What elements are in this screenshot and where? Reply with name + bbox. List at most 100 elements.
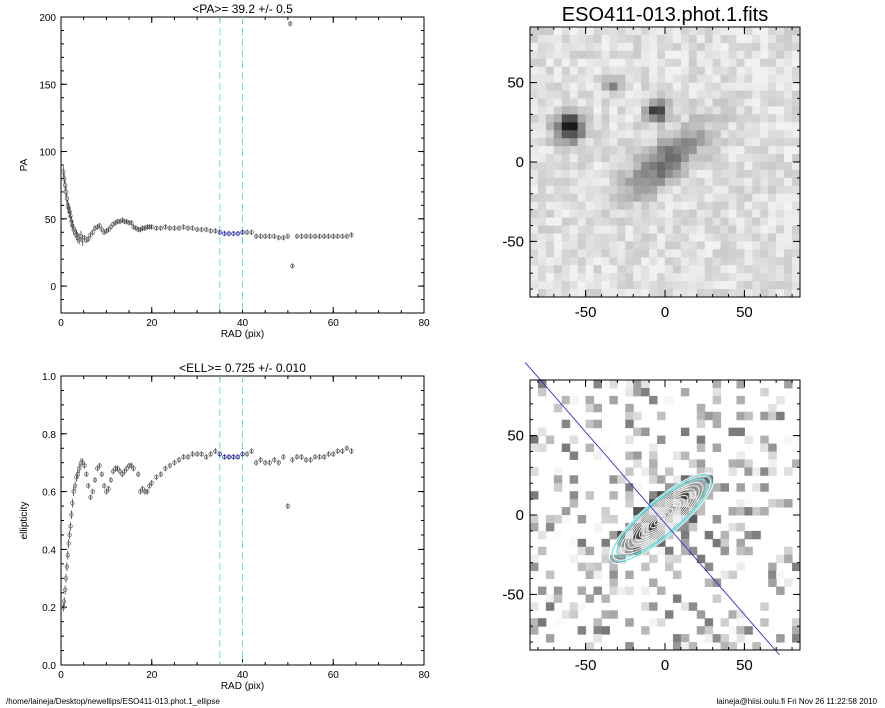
image-top-pixel [704,265,714,274]
image-top-pixel [530,289,539,298]
image-top-pixel [593,82,602,92]
pa-point [115,219,120,224]
image-top-pixel [553,98,563,107]
image-bottom-pixel [760,602,769,611]
image-top-pixel [577,90,587,99]
image-top-pixel [760,217,769,227]
image-top-pixel [601,281,610,290]
image-bottom-pixel [688,602,698,611]
image-top-pixel [720,154,730,163]
image-bottom-pixel [688,642,698,651]
image-top-pixel [776,138,785,147]
ell-point [308,457,313,463]
image-top-pixel [720,289,730,298]
image-bottom-pixel [736,626,745,635]
image-top-pixel [680,138,690,147]
image-top-pixel [657,225,666,234]
image-top-pixel [649,27,658,36]
image-top-pixel [728,98,737,107]
image-top-pixel [601,138,610,147]
image-top-pixel [792,82,801,92]
image-top-pixel [696,82,706,92]
image-bottom-pixel [776,411,785,421]
image-bottom-pixel [792,626,801,635]
image-top-pixel [768,169,777,179]
image-bottom-pixel [625,491,634,500]
image-top-pixel [593,122,602,131]
image-bottom-pixel [688,491,698,500]
image-top-pixel [577,34,587,44]
image-bottom-pixel [649,602,658,611]
image-top-pixel [688,169,698,179]
image-bottom-pixel [585,546,595,556]
image-top-pixel [537,50,547,60]
image-top-pixel [688,66,698,76]
image-top-pixel [752,42,761,52]
image-bottom-pixel [633,451,642,460]
image-bottom-pixel [649,467,658,476]
image-bottom-pixel [649,491,658,500]
image-top-pixel [593,154,602,163]
image-top-pixel [704,257,714,266]
image-bottom-pixel [609,491,618,500]
ell-point [326,451,331,457]
image-top-pixel [768,257,777,266]
image-top-pixel [760,273,769,282]
image-top-pixel [728,177,737,187]
image-top-pixel [736,265,745,274]
image-top-pixel [617,90,626,99]
ell-point [217,451,223,457]
image-top-pixel [712,193,722,203]
image-bottom-pixel [680,451,690,460]
image-top-pixel [569,241,579,250]
image-top-pixel [577,98,587,107]
ell-point [115,466,120,471]
image-bottom-pixel [569,554,579,564]
image-top-pixel [657,169,666,179]
image-bottom-pixel [625,387,634,397]
ell-point [129,463,134,468]
image-top-pixel [657,249,666,258]
image-bottom-pixel [569,395,579,405]
image-bottom-pixel [633,380,642,389]
ell-point [147,483,152,489]
image-top-pixel [672,185,682,195]
image-bottom-pixel [593,522,602,532]
ell-point [70,500,75,506]
image-top-pixel [577,185,587,195]
image-top-pixel [768,50,777,60]
image-bottom-pixel [760,483,769,492]
image-top-pixel [585,209,595,219]
pa-point [158,226,164,231]
image-top-pixel [736,193,745,203]
image-top-pixel [609,130,618,139]
image-top-pixel [577,27,587,36]
image-top-pixel [792,50,801,60]
image-bottom-pixel [593,380,602,389]
image-top-pixel [617,201,626,211]
image-top-pixel [585,217,595,227]
image-bottom-pixel [744,411,753,421]
image-top-pixel [672,154,682,163]
image-bottom-pixel [736,618,745,627]
image-top-pixel [736,289,745,298]
image-top-pixel [649,34,658,44]
image-top-pixel [569,169,579,179]
image-top-pixel [672,146,682,155]
image-top-pixel [768,289,777,298]
image-bottom-pixel [537,387,547,397]
image-top-pixel [609,42,618,52]
image-bottom-pixel [744,626,753,635]
image-top-pixel [672,289,682,298]
image-top-pixel [680,273,690,282]
image-bottom-contour [624,485,700,551]
ell-point [110,469,116,474]
image-top-pixel [768,34,777,44]
image-top-pixel [537,209,547,219]
image-top-pixel [704,130,714,139]
image-top-pixel [704,241,714,250]
image-top-pixel [561,106,571,115]
image-top-pixel [672,225,682,234]
image-top-pixel [569,74,579,84]
image-top-pixel [784,130,793,139]
